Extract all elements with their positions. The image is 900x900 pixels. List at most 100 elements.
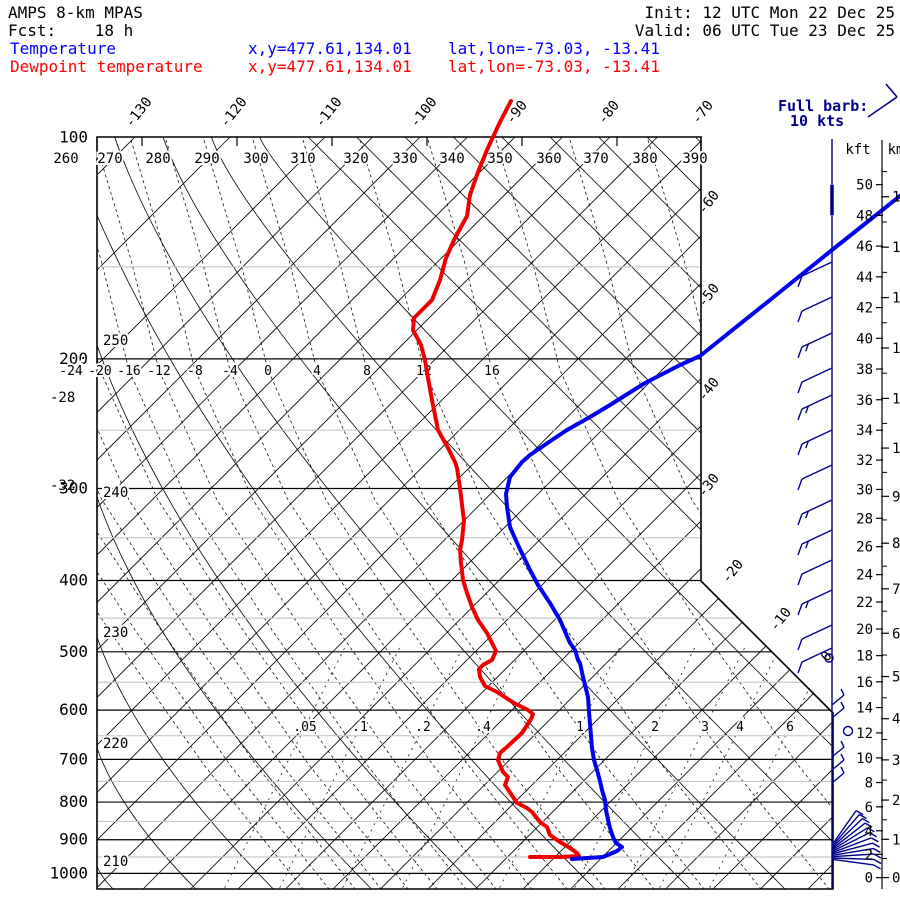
svg-text:340: 340 xyxy=(439,151,464,167)
svg-text:-28: -28 xyxy=(50,390,75,406)
legend-temperature-xy: x,y=477.61,134.01 xyxy=(248,39,412,58)
svg-text:900: 900 xyxy=(59,830,88,849)
svg-text:8: 8 xyxy=(865,776,873,792)
svg-text:16: 16 xyxy=(856,675,873,691)
svg-text:1.: 1. xyxy=(892,832,900,848)
svg-text:260: 260 xyxy=(53,151,78,167)
legend-temperature-label: Temperature xyxy=(10,39,116,58)
svg-text:380: 380 xyxy=(632,151,657,167)
full-barb-legend-line1: Full barb: xyxy=(778,97,869,115)
svg-text:4.: 4. xyxy=(892,712,900,728)
svg-text:8.: 8. xyxy=(892,536,900,552)
svg-text:32: 32 xyxy=(856,453,873,469)
svg-text:-80: -80 xyxy=(595,98,623,128)
svg-text:14: 14 xyxy=(856,701,873,717)
legend-temperature-latlon: lat,lon=-73.03, -13.41 xyxy=(448,39,660,58)
svg-text:26: 26 xyxy=(856,540,873,556)
valid-time: Valid: 06 UTC Tue 23 Dec 25 xyxy=(634,21,895,40)
svg-text:6: 6 xyxy=(786,720,794,735)
svg-text:34: 34 xyxy=(856,423,873,439)
svg-text:-12: -12 xyxy=(147,364,170,379)
svg-text:9.: 9. xyxy=(892,489,900,505)
svg-text:12: 12 xyxy=(856,726,873,742)
svg-text:8: 8 xyxy=(363,364,371,379)
svg-text:0: 0 xyxy=(264,364,272,379)
svg-text:-100: -100 xyxy=(407,94,440,130)
svg-text:4: 4 xyxy=(865,824,873,840)
legend-dewpoint-label: Dewpoint temperature xyxy=(10,57,203,76)
svg-text:km: km xyxy=(888,142,900,158)
svg-text:250: 250 xyxy=(103,333,128,349)
svg-text:-24: -24 xyxy=(59,364,83,379)
svg-text:-70: -70 xyxy=(689,98,717,128)
forecast-hour: Fcst: 18 h xyxy=(8,21,134,40)
svg-text:290: 290 xyxy=(194,151,219,167)
dewpoint-curve xyxy=(411,99,581,859)
svg-text:-20: -20 xyxy=(88,364,111,379)
svg-text:42: 42 xyxy=(856,301,873,317)
svg-text:40: 40 xyxy=(856,331,873,347)
svg-text:38: 38 xyxy=(856,362,873,378)
plot-border xyxy=(96,136,834,890)
svg-text:310: 310 xyxy=(290,151,315,167)
svg-text:2: 2 xyxy=(651,720,659,735)
svg-text:0.: 0. xyxy=(892,871,900,887)
svg-text:10.: 10. xyxy=(892,441,900,457)
svg-text:-20: -20 xyxy=(719,557,747,587)
svg-text:320: 320 xyxy=(343,151,368,167)
svg-text:46: 46 xyxy=(856,239,873,255)
svg-text:kft: kft xyxy=(845,142,870,158)
svg-text:36: 36 xyxy=(856,393,873,409)
svg-text:-130: -130 xyxy=(122,94,155,130)
svg-text:.1: .1 xyxy=(352,720,368,735)
svg-text:220: 220 xyxy=(103,736,128,752)
temperature-curve xyxy=(504,194,900,861)
chart-title: AMPS 8-km MPAS xyxy=(8,3,143,22)
svg-text:6: 6 xyxy=(865,800,873,816)
svg-text:240: 240 xyxy=(103,485,128,501)
svg-text:270: 270 xyxy=(97,151,122,167)
wind-barb-column xyxy=(797,139,882,889)
svg-text:.2: .2 xyxy=(415,720,431,735)
svg-text:15.: 15. xyxy=(892,190,900,206)
svg-text:280: 280 xyxy=(145,151,170,167)
svg-text:.4: .4 xyxy=(475,720,491,735)
svg-text:7.: 7. xyxy=(892,582,900,598)
svg-text:-8: -8 xyxy=(187,364,203,379)
svg-text:-120: -120 xyxy=(217,94,250,130)
svg-text:4: 4 xyxy=(736,720,744,735)
svg-text:370: 370 xyxy=(583,151,608,167)
svg-text:-110: -110 xyxy=(312,94,345,130)
svg-text:0: 0 xyxy=(865,871,873,887)
svg-text:18: 18 xyxy=(856,649,873,665)
legend-dewpoint-latlon: lat,lon=-73.03, -13.41 xyxy=(448,57,660,76)
svg-text:360: 360 xyxy=(536,151,561,167)
legend-dewpoint-xy: x,y=477.61,134.01 xyxy=(248,57,412,76)
svg-text:800: 800 xyxy=(59,792,88,811)
svg-text:48: 48 xyxy=(856,208,873,224)
svg-text:400: 400 xyxy=(59,570,88,589)
svg-text:5.: 5. xyxy=(892,670,900,686)
svg-text:14.: 14. xyxy=(892,240,900,256)
full-barb-icon xyxy=(867,83,898,118)
svg-text:20: 20 xyxy=(856,622,873,638)
svg-text:-60: -60 xyxy=(695,188,723,218)
svg-text:330: 330 xyxy=(392,151,417,167)
height-scales: kftkm02468101214161820222426283032343638… xyxy=(845,140,900,889)
svg-text:300: 300 xyxy=(243,151,268,167)
svg-text:-40: -40 xyxy=(695,375,723,405)
svg-text:350: 350 xyxy=(487,151,512,167)
svg-text:1000: 1000 xyxy=(49,863,88,882)
svg-text:44: 44 xyxy=(856,270,873,286)
svg-text:2: 2 xyxy=(865,847,873,863)
svg-text:11.: 11. xyxy=(892,391,900,407)
svg-text:13.: 13. xyxy=(892,291,900,307)
svg-text:210: 210 xyxy=(103,854,128,870)
svg-text:390: 390 xyxy=(682,151,707,167)
svg-text:300: 300 xyxy=(59,478,88,497)
svg-text:200: 200 xyxy=(59,349,88,368)
svg-text:30: 30 xyxy=(856,482,873,498)
full-barb-legend-line2: 10 kts xyxy=(790,112,845,130)
svg-text:-10: -10 xyxy=(767,605,795,635)
